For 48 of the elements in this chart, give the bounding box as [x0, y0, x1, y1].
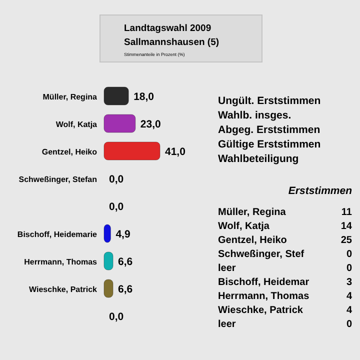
text: Gültige Erststimmen [218, 138, 321, 150]
text: Wahlb. insges. [218, 110, 292, 122]
category-label: Wolf, Katja [218, 221, 270, 232]
bar [104, 114, 136, 133]
data-label: 0,0 [109, 174, 124, 186]
data-label: 25 [340, 235, 352, 246]
y-tick-label: Wolf, Katja [56, 120, 98, 129]
data-label: 18,0 [134, 91, 154, 103]
data-label: 4 [346, 291, 352, 302]
y-tick-label: Herrmann, Thomas [24, 258, 98, 266]
data-label: 6,6 [118, 256, 133, 268]
data-label: 4,9 [116, 228, 130, 240]
text: Erststimmen [288, 185, 352, 197]
data-label: 3 [346, 277, 352, 288]
y-tick-label: Müller, Regina [42, 92, 98, 102]
category-label: leer [218, 263, 236, 274]
data-label: 0 [346, 319, 352, 330]
data-label: 0 [346, 249, 352, 260]
category-label: leer [218, 319, 236, 330]
data-label: 0 [346, 263, 352, 274]
category-label: Schweßinger, Stef [218, 249, 305, 260]
text: Wahlbeteiligung [218, 153, 299, 165]
bar [104, 142, 160, 160]
y-tick-label: Bischoff, Heidemarie [17, 230, 98, 239]
y-tick-label: Gentzel, Heiko [42, 148, 98, 156]
text: Abgeg. Erststimmen [218, 124, 320, 136]
data-label: 4 [346, 305, 352, 316]
data-label: 23,0 [140, 118, 162, 130]
data-label: 6,6 [118, 284, 133, 296]
data-label: 14 [340, 221, 352, 232]
y-tick-label: Schweßinger, Stefan [18, 175, 98, 184]
data-label: 0,0 [109, 311, 124, 323]
bar [104, 86, 129, 106]
data-label: 11 [341, 207, 352, 218]
category-label: Bischoff, Heidemar [218, 277, 310, 288]
category-label: Wieschke, Patrick [218, 305, 304, 316]
bar [104, 224, 111, 243]
category-label: Müller, Regina [218, 207, 286, 218]
bar [104, 252, 114, 270]
category-label: Gentzel, Heiko [218, 235, 287, 246]
bar [104, 279, 114, 298]
text: Ungült. Erststimmen [218, 95, 321, 107]
y-tick-label: Wieschke, Patrick [29, 285, 98, 294]
chart-title: Landtagswahl 2009 [124, 23, 212, 34]
category-label: Herrmann, Thomas [218, 291, 310, 302]
data-label: 0,0 [109, 201, 124, 213]
data-label: 41,0 [165, 146, 186, 158]
chart-subtitle: Sallmannshausen (5) [124, 37, 220, 48]
